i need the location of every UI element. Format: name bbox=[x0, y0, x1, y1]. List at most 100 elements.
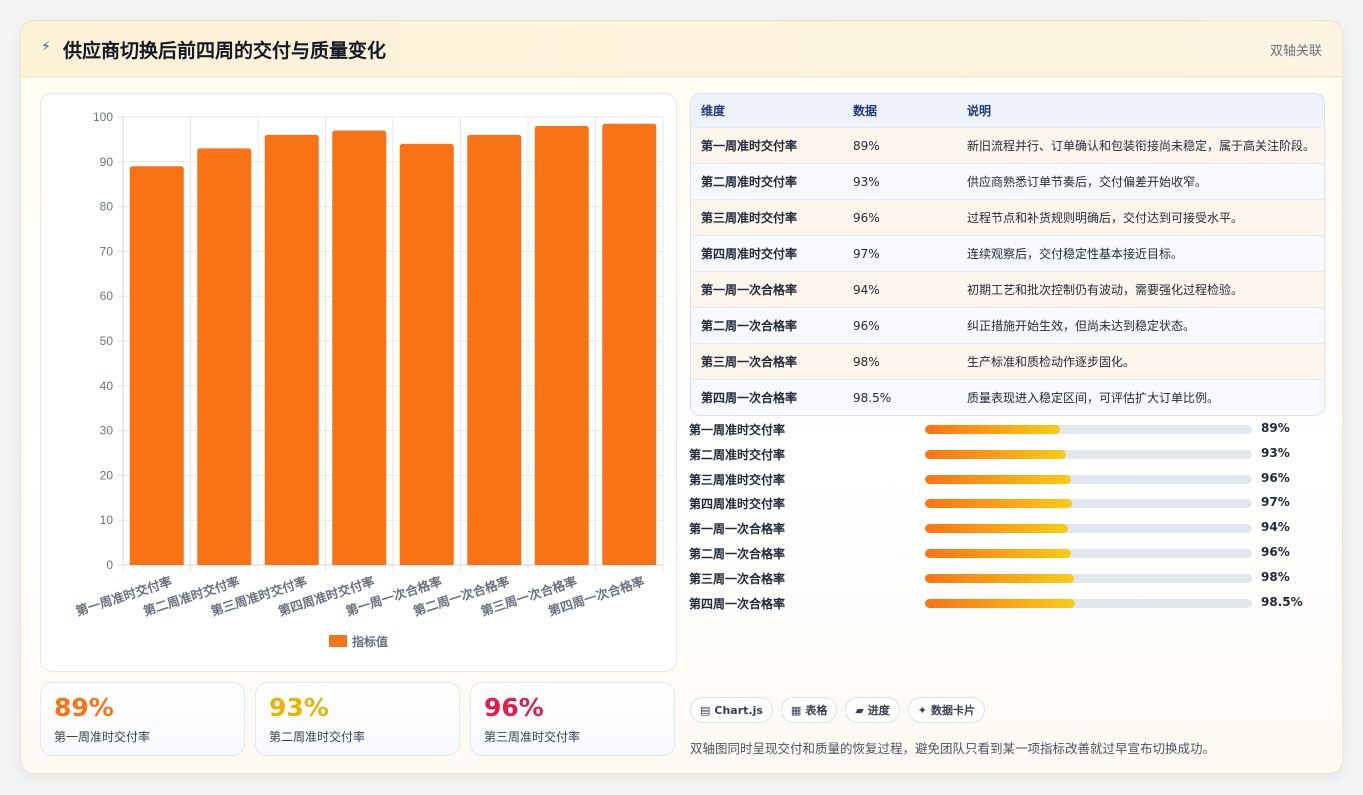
table-cell-data: 96% bbox=[853, 318, 880, 333]
tech-chips: ▤ Chart.js ▦ 表格 ▰ 进度 ✦ 数据卡片 bbox=[690, 697, 986, 723]
progress-list: 第一周准时交付率 89% 第二周准时交付率 93% 第三周准时交付率 96% 第四周准时交付… bbox=[689, 417, 1329, 615]
dashboard-card: ⚡ 供应商切换后前四周的交付与质量变化 双轴关联 0 10 20 30 40 50 60 70… bbox=[20, 20, 1343, 774]
page-title: 供应商切换后前四周的交付与质量变化 bbox=[63, 40, 387, 62]
chart-bar bbox=[129, 166, 184, 565]
table-cell-description: 初期工艺和批次控制仍有波动，需要强化过程检验。 bbox=[967, 283, 1244, 297]
progress-row: 第三周一次合格率 98% bbox=[689, 566, 1329, 591]
table-cell-description: 新旧流程并行、订单确认和包装衔接尚未稳定，属于高关注阶段。 bbox=[967, 139, 1316, 153]
table-row: 第一周准时交付率 89% 新旧流程并行、订单确认和包装衔接尚未稳定，属于高关注阶段。 bbox=[691, 127, 1324, 163]
progress-track bbox=[925, 474, 1252, 484]
chart-bar bbox=[197, 148, 252, 566]
table-cell-data: 89% bbox=[853, 138, 880, 153]
legend-label: 指标值 bbox=[352, 634, 388, 649]
progress-label: 第四周一次合格率 bbox=[689, 596, 786, 611]
progress-fill bbox=[925, 598, 1075, 608]
table-cell-data: 98.5% bbox=[853, 390, 892, 405]
table-cell-data: 98% bbox=[853, 354, 880, 369]
progress-row: 第二周准时交付率 93% bbox=[689, 442, 1329, 467]
lightning-icon: ⚡ bbox=[41, 39, 51, 55]
table-cell-data: 93% bbox=[853, 174, 880, 189]
progress-track bbox=[925, 573, 1252, 583]
table-cell-dimension: 第一周一次合格率 bbox=[701, 283, 798, 297]
table-cell-dimension: 第四周一次合格率 bbox=[701, 391, 798, 405]
y-tick-label: 10 bbox=[100, 513, 114, 527]
table-cell-data: 94% bbox=[853, 282, 880, 297]
progress-fill bbox=[925, 524, 1068, 534]
progress-label: 第二周准时交付率 bbox=[689, 447, 786, 462]
kpi-caption: 第二周准时交付率 bbox=[269, 730, 366, 744]
kpi-caption: 第一周准时交付率 bbox=[54, 730, 151, 744]
progress-fill bbox=[925, 499, 1073, 509]
progress-value: 93% bbox=[1261, 445, 1290, 460]
chip-chartjs[interactable]: ▤ Chart.js bbox=[690, 697, 773, 723]
progress-fill bbox=[925, 573, 1074, 583]
progress-track bbox=[925, 548, 1252, 558]
table-cell-data: 97% bbox=[853, 246, 880, 261]
chip-data-card[interactable]: ✦ 数据卡片 bbox=[907, 697, 986, 723]
table-header-dimension: 维度 bbox=[701, 104, 726, 118]
table-cell-description: 连续观察后，交付稳定性基本接近目标。 bbox=[967, 247, 1184, 261]
progress-value: 96% bbox=[1261, 470, 1290, 485]
y-tick-label: 0 bbox=[106, 558, 113, 572]
y-tick-label: 30 bbox=[100, 424, 114, 438]
chart-bar bbox=[467, 134, 522, 566]
progress-fill bbox=[925, 474, 1071, 484]
progress-label: 第二周一次合格率 bbox=[689, 546, 786, 561]
kpi-card: 89% 第一周准时交付率 bbox=[40, 682, 245, 756]
chart-bar bbox=[399, 143, 454, 565]
progress-label: 第四周准时交付率 bbox=[689, 497, 786, 512]
chip-progress[interactable]: ▰ 进度 bbox=[845, 697, 900, 723]
progress-row: 第四周准时交付率 97% bbox=[689, 491, 1329, 516]
table-cell-dimension: 第三周准时交付率 bbox=[701, 211, 798, 225]
y-tick-label: 70 bbox=[100, 244, 114, 258]
kpi-value: 96% bbox=[484, 693, 544, 722]
progress-value: 98% bbox=[1261, 569, 1290, 584]
y-tick-label: 40 bbox=[100, 379, 114, 393]
progress-row: 第一周一次合格率 94% bbox=[689, 516, 1329, 541]
table-header-description: 说明 bbox=[967, 104, 992, 118]
table-row: 第四周一次合格率 98.5% 质量表现进入稳定区间，可评估扩大订单比例。 bbox=[691, 379, 1324, 415]
table-cell-description: 纠正措施开始生效，但尚未达到稳定状态。 bbox=[967, 319, 1196, 333]
legend-swatch bbox=[329, 635, 347, 647]
sparkle-icon: ✦ bbox=[917, 703, 928, 717]
progress-value: 97% bbox=[1261, 495, 1290, 510]
table-cell-data: 96% bbox=[853, 210, 880, 225]
chart-bar bbox=[264, 134, 319, 566]
table-cell-description: 生产标准和质检动作逐步固化。 bbox=[967, 355, 1136, 369]
chip-label: Chart.js bbox=[714, 703, 763, 717]
kpi-value: 93% bbox=[269, 693, 329, 722]
table-cell-dimension: 第二周准时交付率 bbox=[701, 175, 798, 189]
table-cell-dimension: 第四周准时交付率 bbox=[701, 247, 798, 261]
progress-track bbox=[925, 425, 1252, 434]
table-cell-dimension: 第三周一次合格率 bbox=[701, 355, 798, 369]
progress-track bbox=[925, 524, 1252, 534]
progress-row: 第二周一次合格率 96% bbox=[689, 541, 1329, 566]
y-tick-label: 100 bbox=[93, 110, 113, 124]
table-icon: ▦ bbox=[790, 703, 802, 717]
table-cell-dimension: 第一周准时交付率 bbox=[701, 139, 798, 153]
progress-value: 94% bbox=[1261, 520, 1290, 535]
y-tick-label: 50 bbox=[100, 334, 114, 348]
table-row: 第二周一次合格率 96% 纠正措施开始生效，但尚未达到稳定状态。 bbox=[691, 307, 1324, 343]
progress-fill bbox=[925, 425, 1061, 434]
y-tick-label: 80 bbox=[100, 200, 114, 214]
progress-label: 第一周准时交付率 bbox=[689, 423, 786, 437]
bar-chart: 0102030405060708090100第一周准时交付率第二周准时交付率第三… bbox=[74, 110, 664, 649]
progress-fill bbox=[925, 449, 1067, 459]
table-cell-dimension: 第二周一次合格率 bbox=[701, 319, 798, 333]
progress-label: 第三周一次合格率 bbox=[689, 571, 786, 586]
progress-label: 第三周准时交付率 bbox=[689, 472, 786, 487]
data-table: 维度 数据 说明 第一周准时交付率 89% 新旧流程并行、订单确认和包装衔接尚未稳定… bbox=[690, 93, 1325, 416]
progress-row: 第四周一次合格率 98.5% bbox=[689, 591, 1329, 616]
chip-label: 进度 bbox=[867, 704, 890, 717]
progress-icon: ▰ bbox=[855, 703, 864, 717]
progress-track bbox=[925, 598, 1252, 608]
chart-bar bbox=[602, 123, 657, 565]
table-cell-description: 过程节点和补货规则明确后，交付达到可接受水平。 bbox=[967, 211, 1244, 225]
card-header: ⚡ 供应商切换后前四周的交付与质量变化 双轴关联 bbox=[21, 21, 1342, 77]
chip-table[interactable]: ▦ 表格 bbox=[780, 697, 838, 723]
table-cell-description: 供应商熟悉订单节奏后，交付偏差开始收窄。 bbox=[967, 175, 1208, 189]
progress-track bbox=[925, 449, 1252, 459]
table-row: 第四周准时交付率 97% 连续观察后，交付稳定性基本接近目标。 bbox=[691, 235, 1324, 271]
progress-value: 98.5% bbox=[1261, 594, 1303, 609]
